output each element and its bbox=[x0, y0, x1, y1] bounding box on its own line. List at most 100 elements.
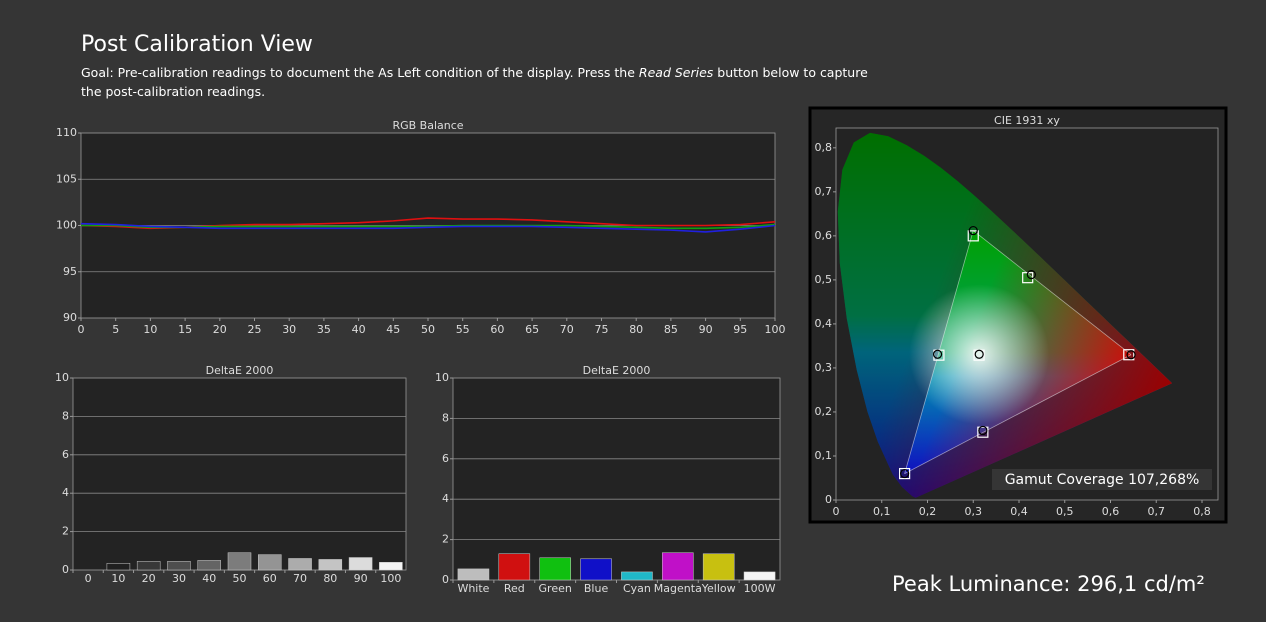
target-point bbox=[977, 426, 989, 438]
gamut-edge bbox=[904, 230, 974, 474]
y-tick-label: 2 bbox=[62, 525, 69, 538]
x-tick-label: 55 bbox=[456, 323, 470, 336]
y-tick-label: 110 bbox=[56, 126, 77, 139]
y-tick-label: 105 bbox=[56, 172, 77, 185]
plot-area bbox=[452, 377, 781, 581]
x-tick-label: Blue bbox=[584, 582, 609, 595]
y-tick-label: 95 bbox=[63, 265, 77, 278]
bar bbox=[348, 557, 373, 571]
x-tick-label: 20 bbox=[213, 323, 227, 336]
chart-title: CIE 1931 xy bbox=[994, 114, 1060, 127]
x-tick-label: 35 bbox=[317, 323, 331, 336]
y-tick-label: 10 bbox=[55, 371, 69, 384]
chart-title: RGB Balance bbox=[392, 119, 463, 132]
bar bbox=[167, 561, 191, 571]
x-tick-label: Green bbox=[539, 582, 572, 595]
x-tick-label: 0,1 bbox=[873, 505, 891, 518]
y-tick-label: 8 bbox=[442, 411, 449, 424]
y-tick-label: 100 bbox=[56, 219, 77, 232]
x-tick-label: 100 bbox=[765, 323, 786, 336]
bar bbox=[258, 554, 282, 571]
x-tick-label: 15 bbox=[178, 323, 192, 336]
x-tick-label: Yellow bbox=[701, 582, 736, 595]
annotation-box bbox=[992, 469, 1212, 490]
goal-text: button below to capture bbox=[713, 65, 868, 80]
x-tick-label: 50 bbox=[233, 572, 247, 585]
x-tick-label: White bbox=[457, 582, 489, 595]
x-tick-label: 0,6 bbox=[1102, 505, 1120, 518]
y-tick-label: 0,2 bbox=[815, 405, 833, 418]
y-tick-label: 0,7 bbox=[815, 185, 833, 198]
y-tick-label: 8 bbox=[62, 409, 69, 422]
x-tick-label: 30 bbox=[172, 572, 186, 585]
x-tick-label: 100 bbox=[380, 572, 401, 585]
y-tick-label: 10 bbox=[435, 371, 449, 384]
x-tick-label: Magenta bbox=[654, 582, 702, 595]
bar bbox=[227, 552, 252, 571]
x-tick-label: 60 bbox=[490, 323, 504, 336]
x-tick-label: 70 bbox=[293, 572, 307, 585]
x-tick-label: 20 bbox=[142, 572, 156, 585]
x-tick-label: 10 bbox=[111, 572, 125, 585]
x-tick-label: Red bbox=[504, 582, 525, 595]
x-tick-label: 25 bbox=[248, 323, 262, 336]
white-glow bbox=[909, 284, 1050, 425]
bar bbox=[539, 557, 571, 581]
y-tick-label: 6 bbox=[62, 448, 69, 461]
y-tick-label: 0,4 bbox=[815, 317, 833, 330]
measured-point bbox=[974, 349, 984, 359]
y-tick-label: 0,1 bbox=[815, 449, 833, 462]
gamut-edge bbox=[904, 354, 1132, 474]
x-tick-label: 0 bbox=[78, 323, 85, 336]
x-tick-label: 60 bbox=[263, 572, 277, 585]
bar bbox=[197, 560, 221, 571]
bar bbox=[580, 558, 612, 581]
chart-title: DeltaE 2000 bbox=[206, 364, 274, 377]
measured-point bbox=[900, 468, 910, 479]
goal-emphasis: Read Series bbox=[638, 65, 714, 80]
x-tick-label: 100W bbox=[744, 582, 776, 595]
chart-title: DeltaE 2000 bbox=[583, 364, 651, 377]
peak-luminance: Peak Luminance: 296,1 cd/m² bbox=[892, 572, 1205, 596]
page-title: Post Calibration View bbox=[81, 32, 313, 57]
x-tick-label: 30 bbox=[282, 323, 296, 336]
x-tick-label: 75 bbox=[595, 323, 609, 336]
y-tick-label: 0 bbox=[62, 563, 69, 576]
bar bbox=[702, 553, 735, 581]
x-tick-label: 0,2 bbox=[919, 505, 937, 518]
x-tick-label: 85 bbox=[664, 323, 678, 336]
x-tick-label: 0,7 bbox=[1147, 505, 1165, 518]
x-tick-label: 80 bbox=[629, 323, 643, 336]
x-tick-label: 0,8 bbox=[1193, 505, 1211, 518]
bar bbox=[318, 559, 343, 571]
x-tick-label: 65 bbox=[525, 323, 539, 336]
y-tick-label: 4 bbox=[62, 486, 69, 499]
x-tick-label: 70 bbox=[560, 323, 574, 336]
goal-text: the post-calibration readings. bbox=[81, 84, 266, 99]
x-tick-label: 0 bbox=[85, 572, 92, 585]
y-tick-label: 90 bbox=[63, 311, 77, 324]
measured-point bbox=[978, 425, 988, 436]
y-tick-label: 4 bbox=[442, 492, 449, 505]
bar bbox=[662, 552, 694, 581]
y-tick-label: 0,3 bbox=[815, 361, 833, 374]
goal: Goal: Pre-calibration readings to docume… bbox=[81, 63, 868, 82]
x-tick-label: 40 bbox=[352, 323, 366, 336]
x-tick-label: 40 bbox=[202, 572, 216, 585]
goal-text: Goal: Pre-calibration readings to docume… bbox=[81, 65, 639, 80]
y-tick-label: 0 bbox=[825, 493, 832, 506]
bar bbox=[743, 571, 776, 581]
bar bbox=[457, 568, 490, 581]
x-tick-label: 95 bbox=[733, 323, 747, 336]
bar bbox=[106, 563, 131, 571]
bar bbox=[621, 571, 653, 581]
x-tick-label: Cyan bbox=[623, 582, 651, 595]
measured-point bbox=[968, 225, 978, 236]
target-point bbox=[967, 230, 979, 242]
y-tick-label: 0 bbox=[442, 573, 449, 586]
x-tick-label: 0,4 bbox=[1010, 505, 1028, 518]
target-point bbox=[899, 467, 911, 480]
y-tick-label: 0,8 bbox=[815, 141, 833, 154]
